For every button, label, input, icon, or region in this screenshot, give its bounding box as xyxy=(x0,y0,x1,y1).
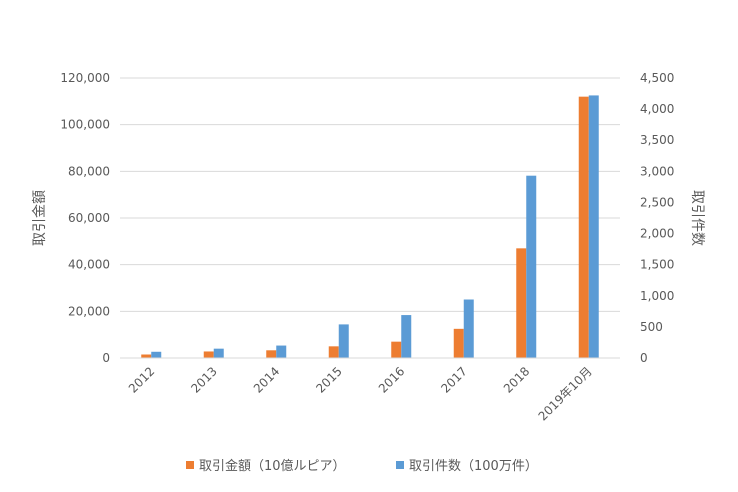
bar-amount-5 xyxy=(453,328,464,358)
bar-amount-4 xyxy=(391,341,402,358)
y2-tick-label: 1,000 xyxy=(640,289,674,303)
y-tick-label: 40,000 xyxy=(68,258,110,272)
bar-count-5 xyxy=(463,299,474,358)
bar-count-6 xyxy=(526,175,537,358)
axes: 0 20,000 40,000 60,000 80,000 100,000 120,000 0… xyxy=(32,71,705,423)
y-tick-label: 80,000 xyxy=(68,164,110,178)
y2-tick-label: 3,000 xyxy=(640,164,674,178)
bars xyxy=(141,95,599,359)
legend-swatch xyxy=(396,461,404,469)
y-tick-label: 100,000 xyxy=(60,118,110,132)
bar-amount-6 xyxy=(516,248,527,358)
bar-amount-7 xyxy=(578,96,589,359)
x-tick-label: 2016 xyxy=(376,364,407,395)
x-tick-label: 2019年10月 xyxy=(536,364,595,423)
y2-tick-label: 2,500 xyxy=(640,195,674,209)
x-tick-label: 2014 xyxy=(251,364,282,395)
bar-amount-0 xyxy=(141,354,152,358)
y2-tick-label: 4,500 xyxy=(640,71,674,85)
bar-count-2 xyxy=(276,345,287,358)
x-tick-label: 2012 xyxy=(126,364,157,395)
legend: 取引金額（10億ルピア） 取引件数（100万件） xyxy=(186,458,538,474)
legend-label: 取引金額（10億ルピア） xyxy=(199,458,346,474)
gridlines xyxy=(120,77,620,359)
x-tick-label: 2017 xyxy=(438,364,469,395)
y2-axis-title: 取引件数 xyxy=(689,190,705,246)
bar-amount-2 xyxy=(266,350,277,358)
y2-tick-label: 4,000 xyxy=(640,102,674,116)
x-tick-label: 2018 xyxy=(501,364,532,395)
x-tick-label: 2013 xyxy=(188,364,219,395)
legend-swatch xyxy=(186,461,194,469)
y-tick-label: 0 xyxy=(102,351,110,365)
bar-count-4 xyxy=(401,315,412,358)
y-tick-label: 60,000 xyxy=(68,211,110,225)
legend-label: 取引件数（100万件） xyxy=(409,459,538,474)
bar-count-0 xyxy=(151,351,162,358)
y2-tick-label: 2,000 xyxy=(640,227,674,241)
bar-count-3 xyxy=(338,324,349,358)
bar-count-1 xyxy=(213,348,224,358)
y2-tick-label: 3,500 xyxy=(640,133,674,147)
y-tick-label: 20,000 xyxy=(68,304,110,318)
y-tick-label: 120,000 xyxy=(60,71,110,85)
x-tick-label: 2015 xyxy=(313,364,344,395)
bar-amount-3 xyxy=(328,346,339,358)
y-axis-title: 取引金額 xyxy=(32,190,48,246)
bar-count-7 xyxy=(588,95,599,358)
bar-amount-1 xyxy=(203,351,214,358)
y2-tick-label: 500 xyxy=(640,320,663,334)
y2-tick-label: 1,500 xyxy=(640,258,674,272)
y2-tick-label: 0 xyxy=(640,351,648,365)
